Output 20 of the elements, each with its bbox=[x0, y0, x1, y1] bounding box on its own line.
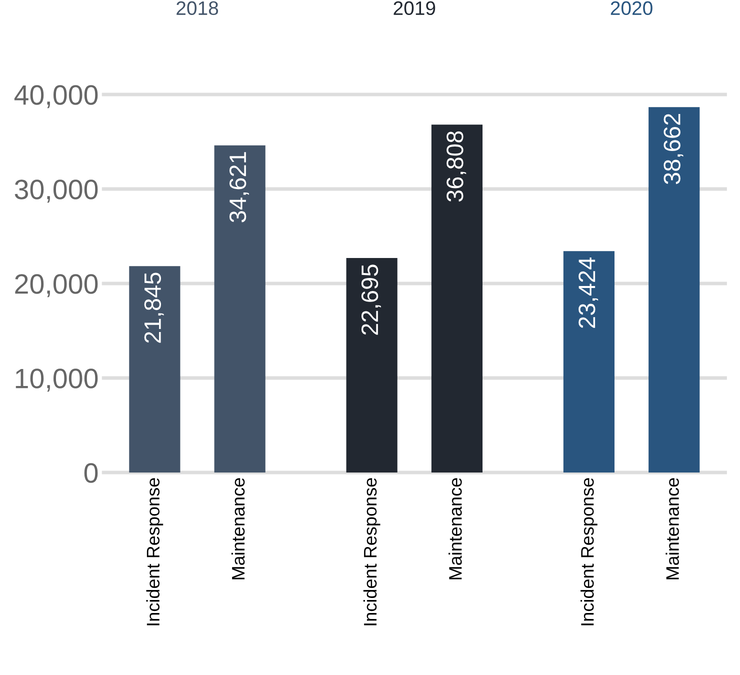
y-tick-label: 0 bbox=[84, 463, 98, 483]
y-tick-label: 10,000 bbox=[16, 368, 98, 392]
text: 2019 bbox=[394, 1, 436, 16]
x-tick-label: Incident Response bbox=[580, 478, 598, 626]
x-tick-label: Maintenance bbox=[231, 478, 245, 580]
data-label: 36,808 bbox=[446, 131, 466, 202]
x-tick-label: Maintenance bbox=[448, 478, 462, 580]
y-tick-label: 30,000 bbox=[14, 180, 98, 203]
text: 2018 bbox=[176, 1, 218, 16]
data-label: 22,695 bbox=[361, 264, 381, 335]
x-tick-label: Incident Response bbox=[146, 478, 164, 626]
text: 2020 bbox=[610, 1, 652, 16]
x-tick-label: Incident Response bbox=[363, 478, 380, 626]
data-label: 34,621 bbox=[229, 152, 249, 222]
y-tick-label: 40,000 bbox=[14, 85, 98, 108]
data-label: 23,424 bbox=[578, 257, 598, 328]
y-tick-label: 20,000 bbox=[15, 274, 98, 298]
data-label: 38,662 bbox=[664, 114, 684, 184]
data-label: 21,845 bbox=[144, 272, 164, 343]
x-tick-label: Maintenance bbox=[666, 478, 679, 580]
